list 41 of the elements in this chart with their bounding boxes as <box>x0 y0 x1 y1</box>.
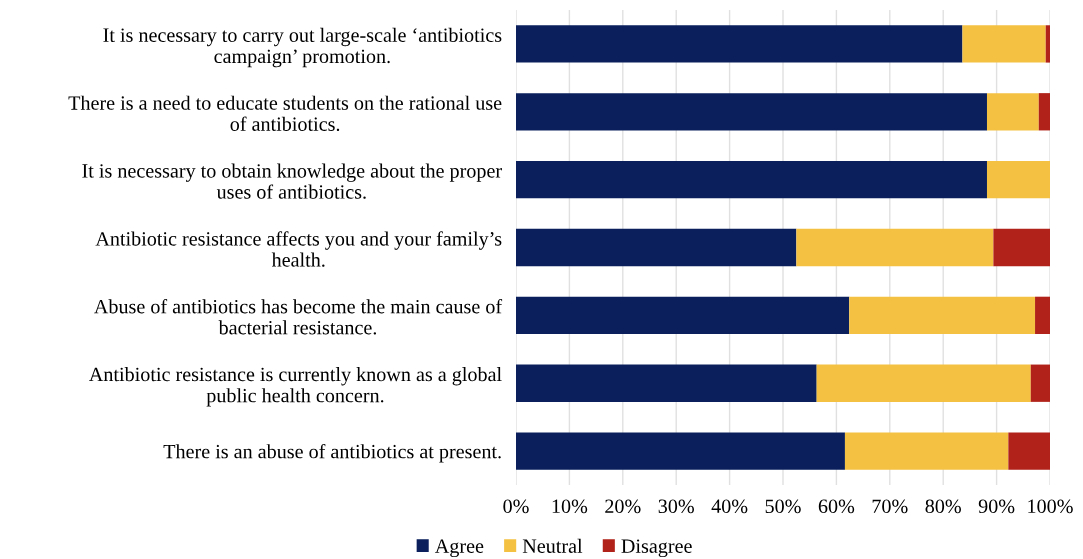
bar <box>986 93 1039 131</box>
bar <box>986 160 1050 199</box>
bar <box>516 432 845 470</box>
bar <box>962 25 1046 63</box>
legend-label: Disagree <box>621 539 692 558</box>
x-tick-label: 100% <box>1028 499 1073 514</box>
bar <box>1008 432 1050 470</box>
y-tick-label: It is necessary to obtain knowledge about the proper uses of antibiotics. <box>82 163 502 199</box>
y-tick-label: Antibiotic resistance affects you and your family’s health. <box>95 231 502 267</box>
x-tick-label: 60% <box>818 499 855 514</box>
bar <box>844 432 1009 470</box>
bar <box>516 93 987 131</box>
bar <box>993 228 1050 267</box>
x-tick-label: 0% <box>503 499 529 514</box>
bar <box>1030 364 1050 402</box>
bar <box>1038 93 1050 131</box>
bar <box>1035 296 1050 335</box>
bar <box>849 296 1036 335</box>
bar <box>796 228 994 267</box>
bar <box>516 296 850 335</box>
bar <box>1045 25 1050 63</box>
x-tick-label: 50% <box>765 499 801 514</box>
bar <box>516 228 797 267</box>
x-tick-label: 70% <box>872 499 908 514</box>
x-tick-label: 90% <box>978 499 1015 514</box>
y-tick-label: There is a need to educate students on the rational use of antibiotics. <box>68 95 502 131</box>
x-tick-label: 30% <box>658 499 694 514</box>
legend-label: Agree <box>434 539 484 558</box>
legend-label: Neutral <box>522 538 583 553</box>
y-tick-label: Abuse of antibiotics has become the main cause of bacterial resistance. <box>94 299 503 335</box>
bar <box>816 364 1031 402</box>
bar <box>516 25 963 63</box>
bar <box>516 160 987 199</box>
x-tick-label: 40% <box>711 499 748 514</box>
y-tick-label: It is necessary to carry out large-scale ‘antibiotics campaign’ promotion. <box>103 27 502 68</box>
y-tick-label: There is an abuse of antibiotics at present. <box>163 443 501 463</box>
x-tick-label: 10% <box>552 499 588 514</box>
x-tick-label: 80% <box>925 499 961 514</box>
bar <box>516 364 817 402</box>
y-tick-label: Antibiotic resistance is currently known as a global public health concern. <box>89 367 502 407</box>
x-tick-label: 20% <box>605 499 641 514</box>
